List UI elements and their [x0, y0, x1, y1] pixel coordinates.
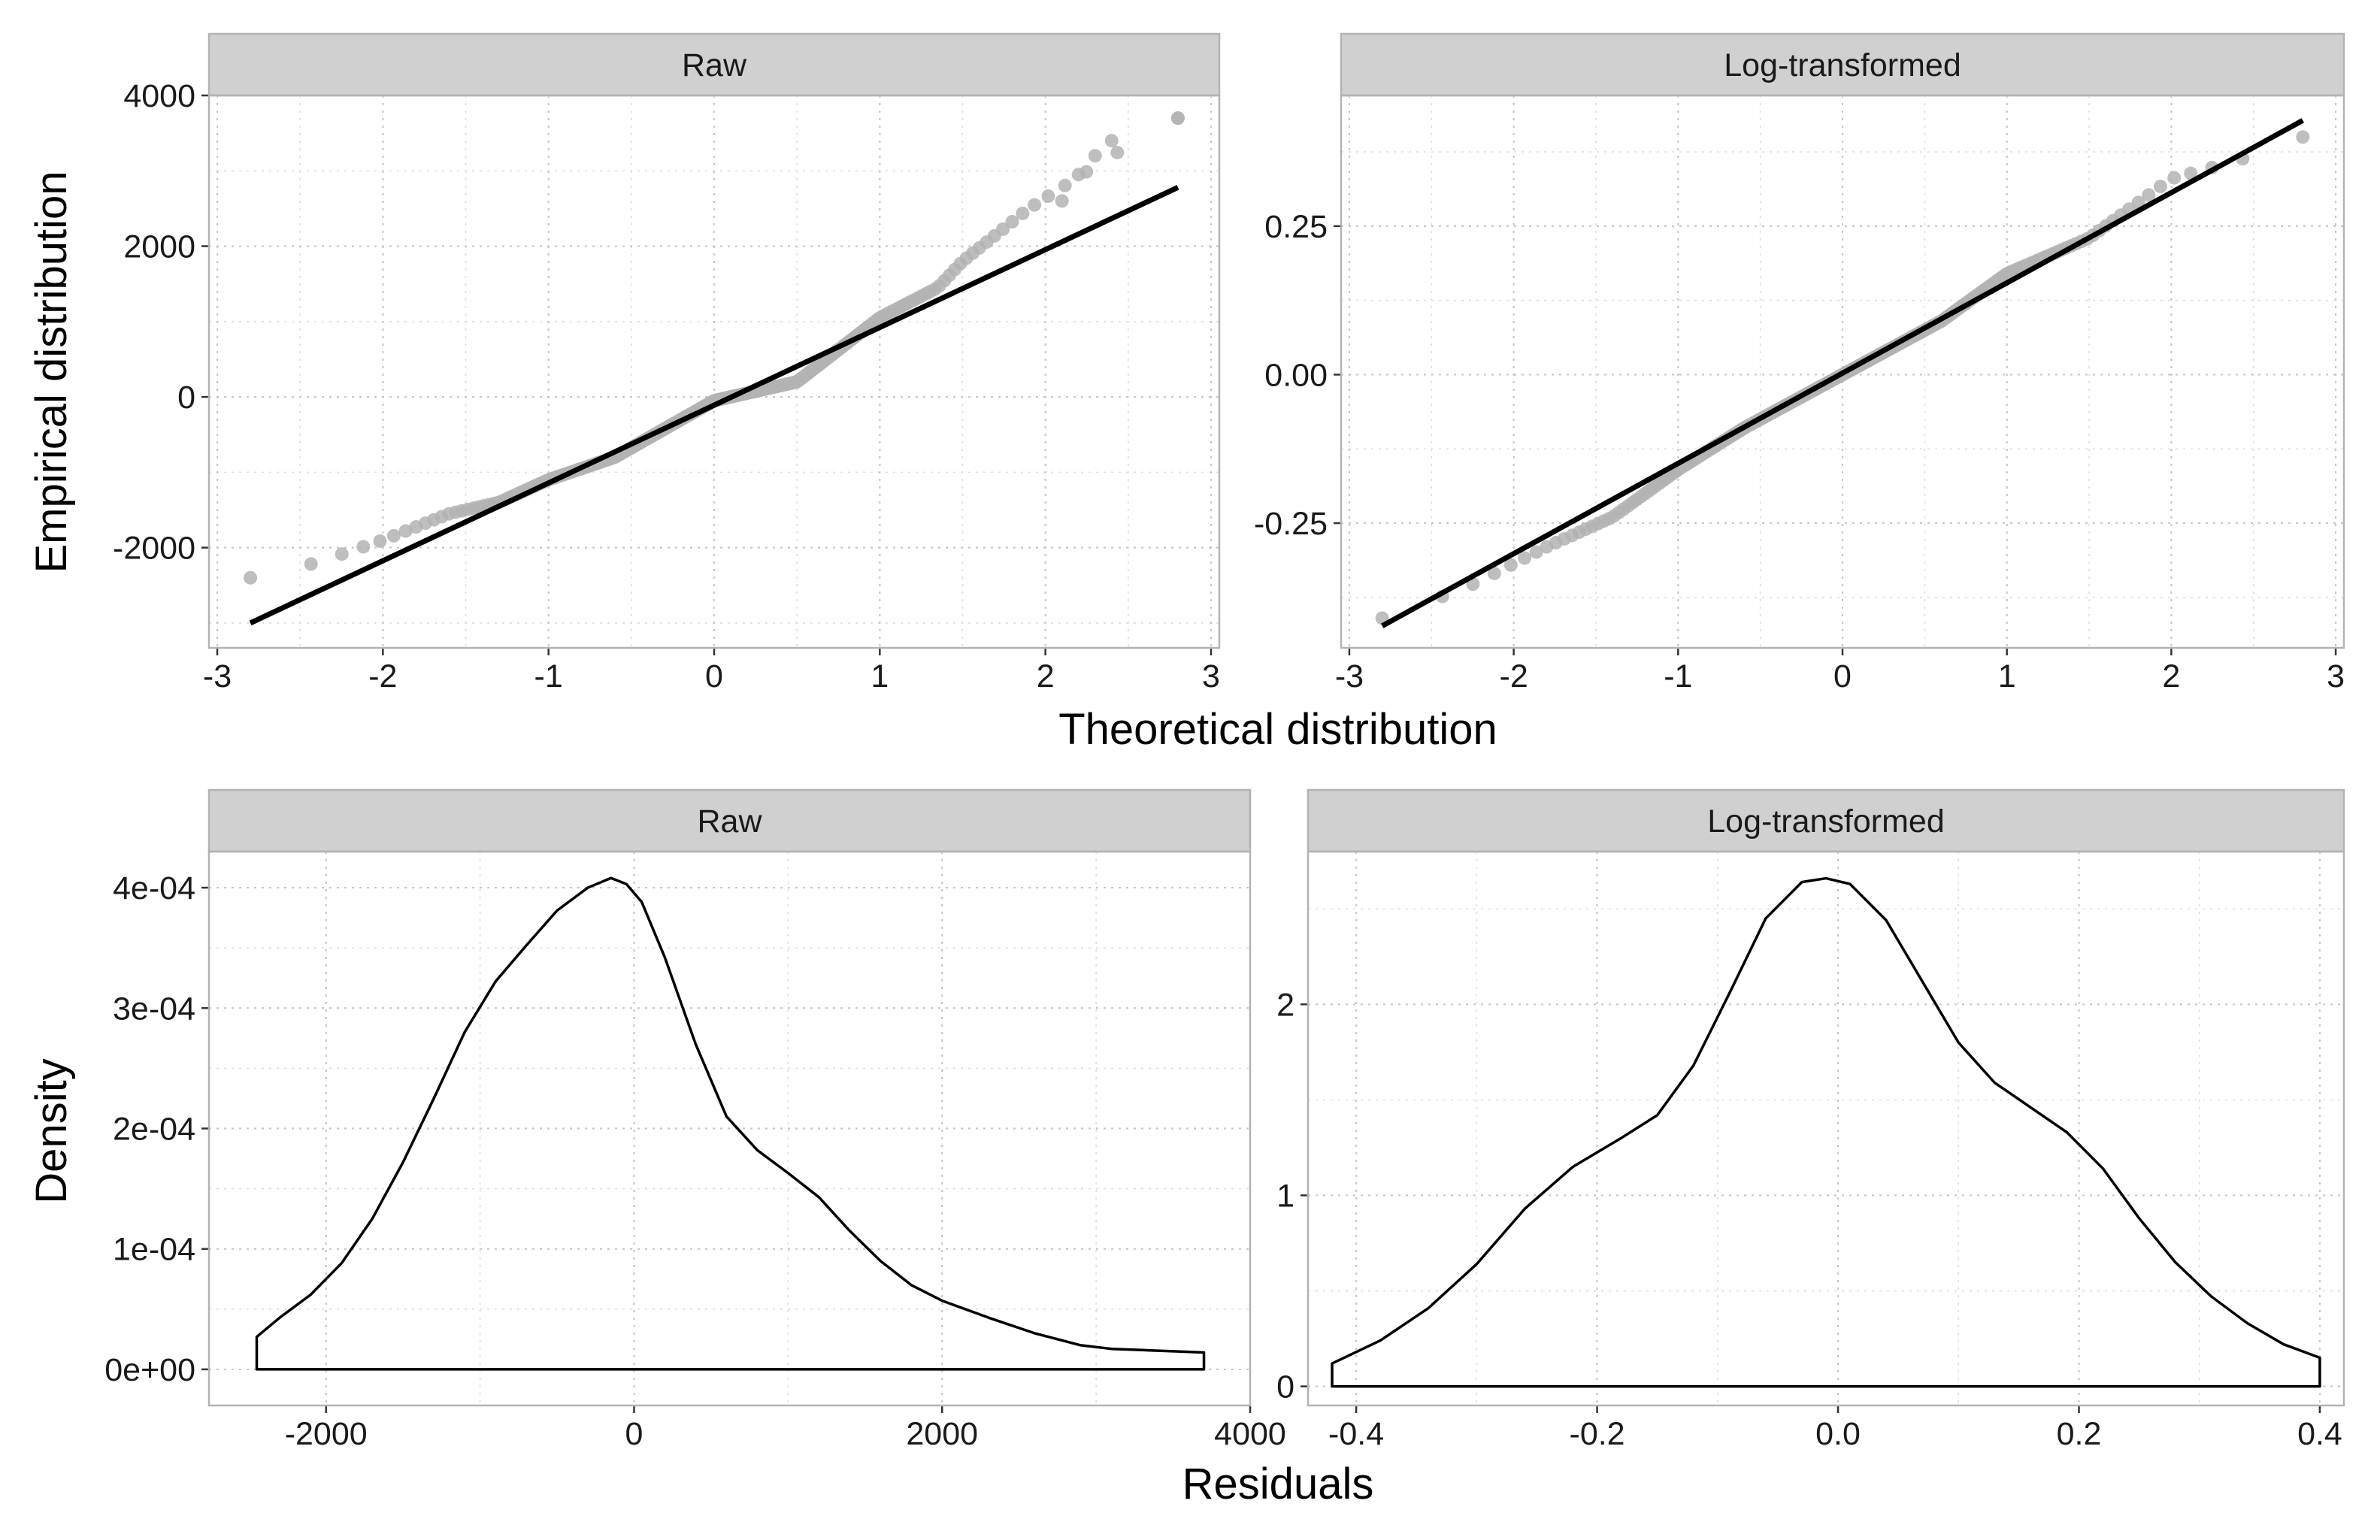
y-tick-label: 0.00: [1264, 357, 1328, 393]
y-tick-label: 0: [1276, 1369, 1294, 1405]
density-panel-raw: Raw -2000 0 2000 4000 0e+00 1e-04 2e-04 3e-04 4e-…: [104, 788, 1286, 1452]
y-tick-label: 1e-04: [113, 1232, 195, 1268]
x-tick-label: 0: [1833, 658, 1852, 694]
facet-strip-label: Raw: [682, 47, 747, 83]
x-tick-label: -2: [368, 658, 397, 694]
qq-point: [1503, 558, 1518, 572]
qq-reference-line: [249, 185, 1179, 626]
y-tick-label: 2: [1276, 987, 1294, 1023]
panel-border: [1307, 850, 2345, 1407]
x-tick-label: 1: [871, 658, 889, 694]
y-tick-label: 0: [177, 380, 195, 416]
qq-point: [2184, 166, 2198, 180]
x-tick-label: -2: [1500, 658, 1528, 694]
y-tick-label: 0e+00: [104, 1352, 195, 1388]
x-tick-label: -2000: [285, 1416, 368, 1452]
x-tick-label: -0.2: [1570, 1416, 1625, 1452]
bottom-x-axis-title: Residuals: [1182, 1460, 1374, 1508]
top-y-axis-title: Empirical distribution: [27, 171, 76, 573]
x-tick-label: 0: [705, 658, 723, 694]
x-tick-label: 0.2: [2057, 1416, 2102, 1452]
y-tick-label: 4000: [123, 78, 195, 114]
qq-point: [2296, 130, 2310, 144]
x-tick-label: -0.4: [1328, 1416, 1384, 1452]
qq-point: [1110, 145, 1125, 159]
facet-strip-label: Log-transformed: [1724, 47, 1961, 83]
x-tick-label: 2: [2162, 658, 2180, 694]
facet-strip: [207, 32, 1221, 97]
y-tick-label: -0.25: [1254, 506, 1328, 542]
qq-point: [356, 540, 371, 554]
bottom-y-axis-title: Density: [27, 1058, 76, 1203]
qq-point: [1005, 215, 1019, 229]
facet-strip: [1340, 32, 2345, 97]
qq-point: [1088, 149, 1102, 163]
density-curve: [1331, 876, 2321, 1388]
qq-point: [2142, 188, 2156, 202]
qq-point: [2131, 195, 2145, 210]
qq-point: [1071, 168, 1086, 182]
qq-point: [1518, 551, 1532, 565]
qq-point: [2167, 171, 2182, 185]
facet-strip: [1307, 788, 2345, 853]
qq-point: [304, 557, 318, 571]
facet-strip-label: Raw: [697, 803, 762, 840]
qq-point: [1487, 566, 1501, 580]
qq-point: [386, 528, 401, 543]
y-tick-label: 2000: [123, 229, 195, 265]
x-tick-label: -1: [534, 658, 563, 694]
qq-point: [1055, 194, 1069, 208]
qq-reference-line: [1380, 118, 2305, 628]
qq-panel-log: Log-transformed -3 -2 -1 0 1 2 3 -0.25 0.00 0.25: [1254, 32, 2345, 694]
qq-point: [1058, 178, 1072, 192]
x-tick-label: 2: [1037, 658, 1055, 694]
panel-border: [207, 850, 1252, 1407]
x-tick-label: 1: [1998, 658, 2016, 694]
y-tick-label: 1: [1276, 1178, 1294, 1214]
y-tick-label: -2000: [113, 531, 195, 567]
x-tick-label: 3: [1202, 658, 1220, 694]
qq-point: [996, 222, 1010, 236]
y-tick-label: 0.25: [1264, 209, 1328, 245]
y-tick-label: 2e-04: [113, 1112, 195, 1148]
qq-point: [1170, 111, 1185, 126]
qq-point: [1104, 134, 1119, 148]
qq-point: [1028, 198, 1042, 212]
x-tick-label: -3: [1335, 658, 1364, 694]
qq-point: [335, 547, 349, 561]
panel-border: [1340, 94, 2345, 649]
qq-point: [1529, 545, 1543, 559]
density-panel-log: Log-transformed -0.4 -0.2 0.0 0.2 0.4 0 1 2: [1276, 788, 2345, 1452]
qq-panel-raw: Raw -3 -2 -1 0 1 2 3 -2000 0 2000 4000: [113, 32, 1221, 694]
x-tick-label: 0.0: [1815, 1416, 1861, 1452]
qq-point: [2153, 180, 2167, 194]
top-x-axis-title: Theoretical distribution: [1058, 705, 1497, 754]
x-tick-label: -3: [203, 658, 232, 694]
qq-point: [1041, 189, 1055, 203]
qq-point: [373, 534, 387, 548]
qq-point: [244, 570, 258, 585]
x-tick-label: -1: [1664, 658, 1692, 694]
facet-strip: [207, 788, 1252, 853]
x-tick-label: 0: [625, 1416, 643, 1452]
y-tick-label: 4e-04: [113, 870, 195, 906]
x-tick-label: 2000: [906, 1416, 978, 1452]
x-tick-label: 3: [2327, 658, 2345, 694]
x-tick-label: 0.4: [2297, 1416, 2342, 1452]
panel-border: [207, 94, 1221, 649]
x-tick-label: 4000: [1214, 1416, 1286, 1452]
density-curve: [255, 876, 1206, 1371]
y-tick-label: 3e-04: [113, 991, 195, 1027]
qq-point: [1016, 206, 1030, 220]
facet-strip-label: Log-transformed: [1707, 803, 1945, 840]
qq-point: [398, 524, 413, 538]
